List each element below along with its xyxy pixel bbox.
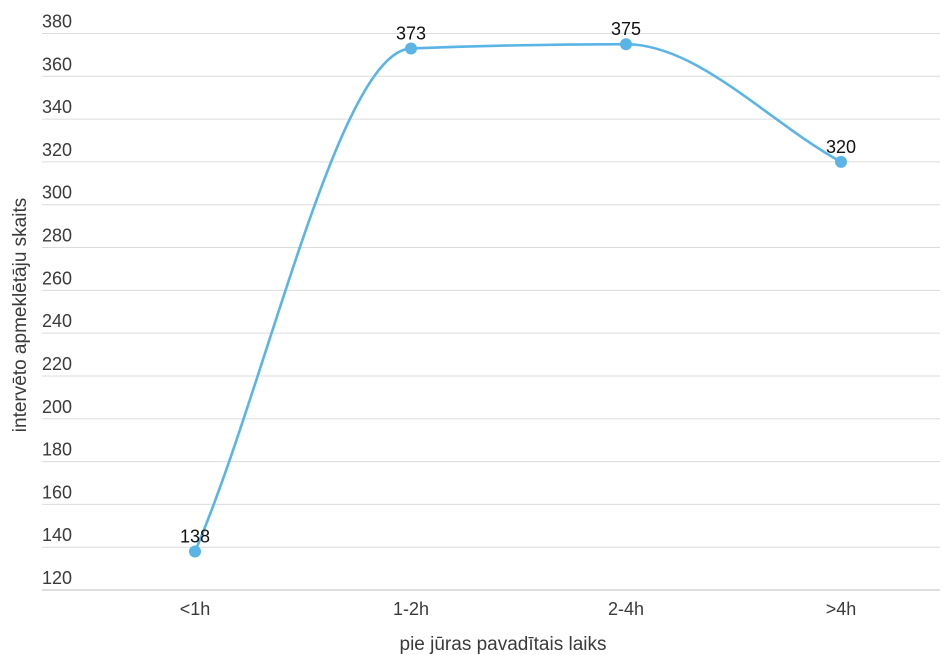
y-tick-label: 120: [42, 568, 72, 588]
y-tick-label: 320: [42, 140, 72, 160]
data-label: 138: [180, 526, 210, 546]
data-point: [189, 545, 201, 558]
x-axis-ticks: <1h 1-2h 2-4h >4h: [180, 599, 857, 619]
data-point: [620, 38, 632, 51]
y-tick-label: 220: [42, 354, 72, 374]
y-tick-label: 360: [42, 54, 72, 74]
y-axis-ticks: 120 140 160 180 200 220 240 260 280 300 320 340 360 3…: [42, 12, 72, 589]
y-tick-label: 300: [42, 183, 72, 203]
x-tick-label: 1-2h: [393, 599, 429, 619]
grid-lines: [42, 33, 940, 591]
data-point: [405, 42, 417, 55]
y-tick-label: 340: [42, 97, 72, 117]
y-axis-title: intervēto apmeklētāju skaits: [10, 198, 31, 432]
x-tick-label: 2-4h: [608, 599, 644, 619]
y-tick-label: 200: [42, 397, 72, 417]
data-point: [835, 155, 847, 168]
data-label: 373: [396, 23, 426, 43]
x-tick-label: >4h: [826, 599, 857, 619]
x-axis-title: pie jūras pavadītais laiks: [400, 634, 607, 655]
y-tick-label: 380: [42, 12, 72, 32]
series-layer: [189, 38, 847, 558]
data-label: 320: [826, 137, 856, 157]
y-tick-label: 240: [42, 311, 72, 331]
y-tick-label: 180: [42, 440, 72, 460]
data-label: 375: [611, 19, 641, 39]
y-tick-label: 280: [42, 226, 72, 246]
y-tick-label: 140: [42, 525, 72, 545]
y-tick-label: 160: [42, 482, 72, 502]
y-tick-label: 260: [42, 268, 72, 288]
x-tick-label: <1h: [180, 599, 211, 619]
data-labels: 138 373 375 320: [180, 19, 856, 546]
series-line: [193, 42, 842, 552]
